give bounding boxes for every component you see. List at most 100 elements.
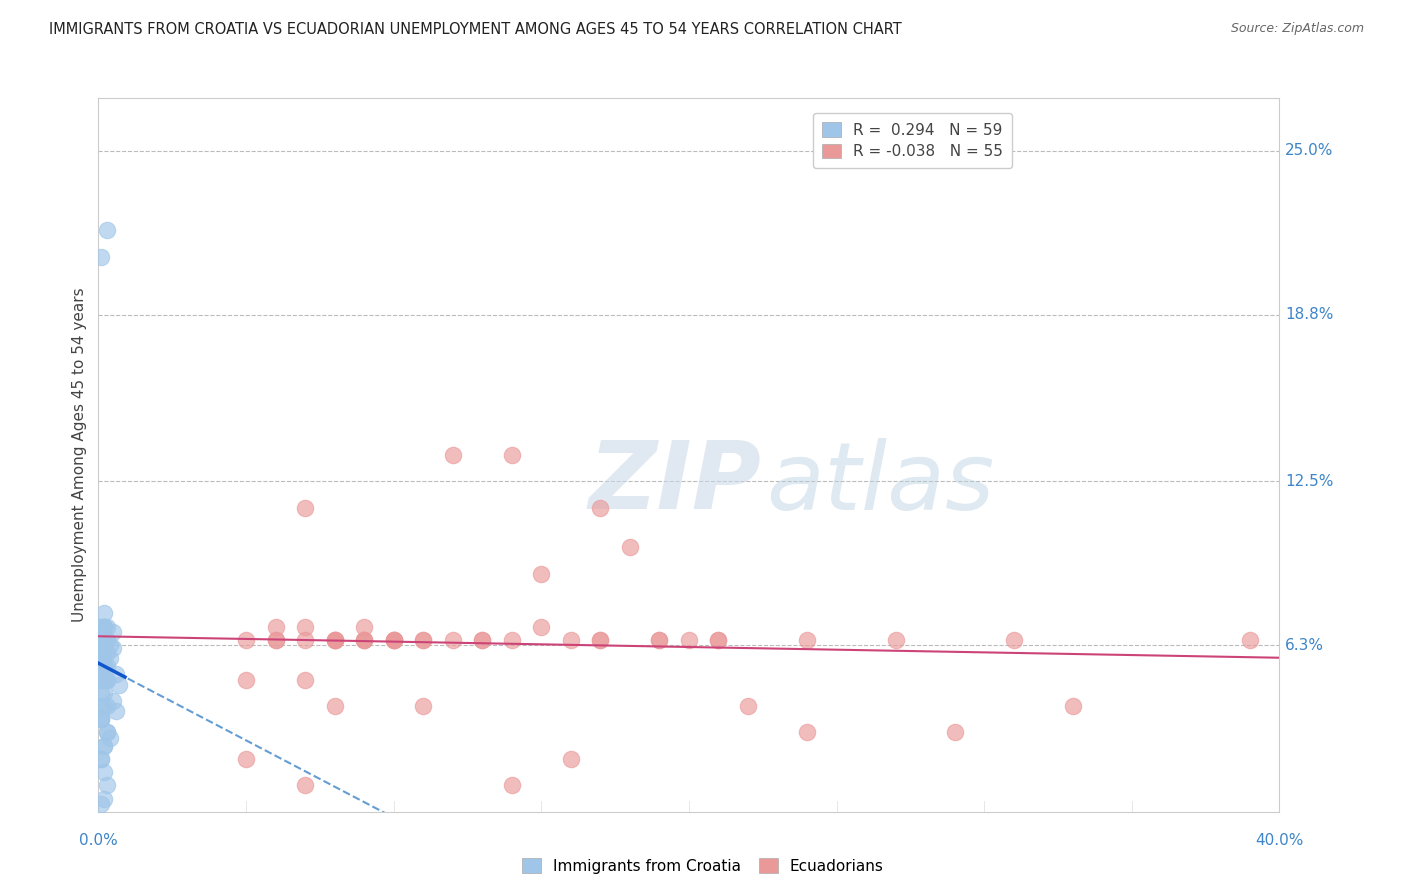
Point bbox=[90, 620, 112, 634]
Point bbox=[93, 765, 115, 780]
Point bbox=[323, 698, 346, 713]
Point bbox=[501, 448, 523, 462]
Point bbox=[93, 620, 115, 634]
Point bbox=[619, 541, 641, 555]
Point bbox=[796, 725, 818, 739]
Point bbox=[90, 632, 112, 647]
Point bbox=[294, 632, 316, 647]
Point bbox=[93, 659, 115, 673]
Point bbox=[93, 698, 115, 713]
Point bbox=[589, 632, 612, 647]
Point bbox=[103, 640, 125, 655]
Point bbox=[530, 620, 553, 634]
Point bbox=[353, 632, 375, 647]
Point bbox=[382, 632, 405, 647]
Point bbox=[323, 632, 346, 647]
Point bbox=[90, 752, 112, 766]
Point bbox=[96, 620, 118, 634]
Point bbox=[96, 673, 118, 687]
Point bbox=[707, 632, 730, 647]
Point bbox=[796, 632, 818, 647]
Point bbox=[90, 632, 112, 647]
Point bbox=[93, 686, 115, 700]
Point bbox=[90, 632, 112, 647]
Point bbox=[90, 712, 112, 726]
Text: atlas: atlas bbox=[766, 438, 994, 529]
Point bbox=[90, 712, 112, 726]
Point bbox=[382, 632, 405, 647]
Point bbox=[441, 448, 464, 462]
Point bbox=[103, 625, 125, 640]
Point bbox=[93, 620, 115, 634]
Point bbox=[96, 646, 118, 660]
Point bbox=[589, 632, 612, 647]
Text: 18.8%: 18.8% bbox=[1285, 308, 1334, 322]
Point bbox=[90, 632, 112, 647]
Point bbox=[90, 797, 112, 811]
Point bbox=[103, 694, 125, 708]
Point bbox=[943, 725, 966, 739]
Point bbox=[98, 731, 121, 745]
Point bbox=[108, 678, 131, 692]
Text: 6.3%: 6.3% bbox=[1285, 638, 1324, 653]
Point bbox=[294, 500, 316, 515]
Point bbox=[96, 632, 118, 647]
Point bbox=[93, 646, 115, 660]
Point bbox=[471, 632, 494, 647]
Point bbox=[323, 632, 346, 647]
Point bbox=[90, 646, 112, 660]
Point bbox=[1062, 698, 1084, 713]
Point bbox=[90, 698, 112, 713]
Point bbox=[264, 620, 287, 634]
Point bbox=[323, 632, 346, 647]
Point bbox=[678, 632, 700, 647]
Point bbox=[98, 638, 121, 652]
Point bbox=[93, 673, 115, 687]
Point bbox=[93, 646, 115, 660]
Point bbox=[90, 646, 112, 660]
Point bbox=[382, 632, 405, 647]
Point bbox=[93, 739, 115, 753]
Point bbox=[264, 632, 287, 647]
Point bbox=[737, 698, 759, 713]
Point bbox=[105, 704, 128, 718]
Point bbox=[93, 607, 115, 621]
Point bbox=[96, 725, 118, 739]
Point bbox=[589, 500, 612, 515]
Point bbox=[353, 632, 375, 647]
Point bbox=[93, 632, 115, 647]
Text: 12.5%: 12.5% bbox=[1285, 474, 1334, 489]
Point bbox=[1002, 632, 1025, 647]
Point bbox=[93, 791, 115, 805]
Point bbox=[382, 632, 405, 647]
Point bbox=[412, 632, 434, 647]
Point bbox=[412, 698, 434, 713]
Point bbox=[235, 632, 257, 647]
Point bbox=[105, 667, 128, 681]
Point bbox=[501, 632, 523, 647]
Point bbox=[648, 632, 671, 647]
Point bbox=[93, 659, 115, 673]
Point bbox=[707, 632, 730, 647]
Point bbox=[96, 659, 118, 673]
Point bbox=[560, 632, 582, 647]
Text: 25.0%: 25.0% bbox=[1285, 144, 1334, 159]
Point bbox=[294, 778, 316, 792]
Text: Source: ZipAtlas.com: Source: ZipAtlas.com bbox=[1230, 22, 1364, 36]
Point bbox=[93, 739, 115, 753]
Y-axis label: Unemployment Among Ages 45 to 54 years: Unemployment Among Ages 45 to 54 years bbox=[72, 287, 87, 623]
Point bbox=[93, 632, 115, 647]
Point bbox=[1239, 632, 1261, 647]
Point bbox=[235, 752, 257, 766]
Point bbox=[93, 620, 115, 634]
Legend: R =  0.294   N = 59, R = -0.038   N = 55: R = 0.294 N = 59, R = -0.038 N = 55 bbox=[813, 113, 1012, 169]
Point bbox=[90, 659, 112, 673]
Point bbox=[96, 673, 118, 687]
Point bbox=[353, 632, 375, 647]
Point bbox=[235, 673, 257, 687]
Point bbox=[294, 620, 316, 634]
Point bbox=[90, 646, 112, 660]
Point bbox=[90, 632, 112, 647]
Text: IMMIGRANTS FROM CROATIA VS ECUADORIAN UNEMPLOYMENT AMONG AGES 45 TO 54 YEARS COR: IMMIGRANTS FROM CROATIA VS ECUADORIAN UN… bbox=[49, 22, 903, 37]
Point bbox=[884, 632, 907, 647]
